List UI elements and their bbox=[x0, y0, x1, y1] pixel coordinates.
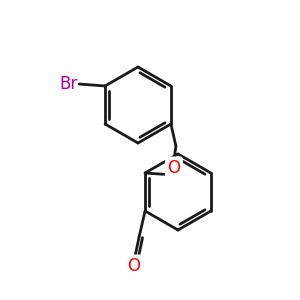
Text: Br: Br bbox=[60, 75, 78, 93]
Text: O: O bbox=[167, 159, 180, 177]
Text: O: O bbox=[128, 257, 141, 275]
